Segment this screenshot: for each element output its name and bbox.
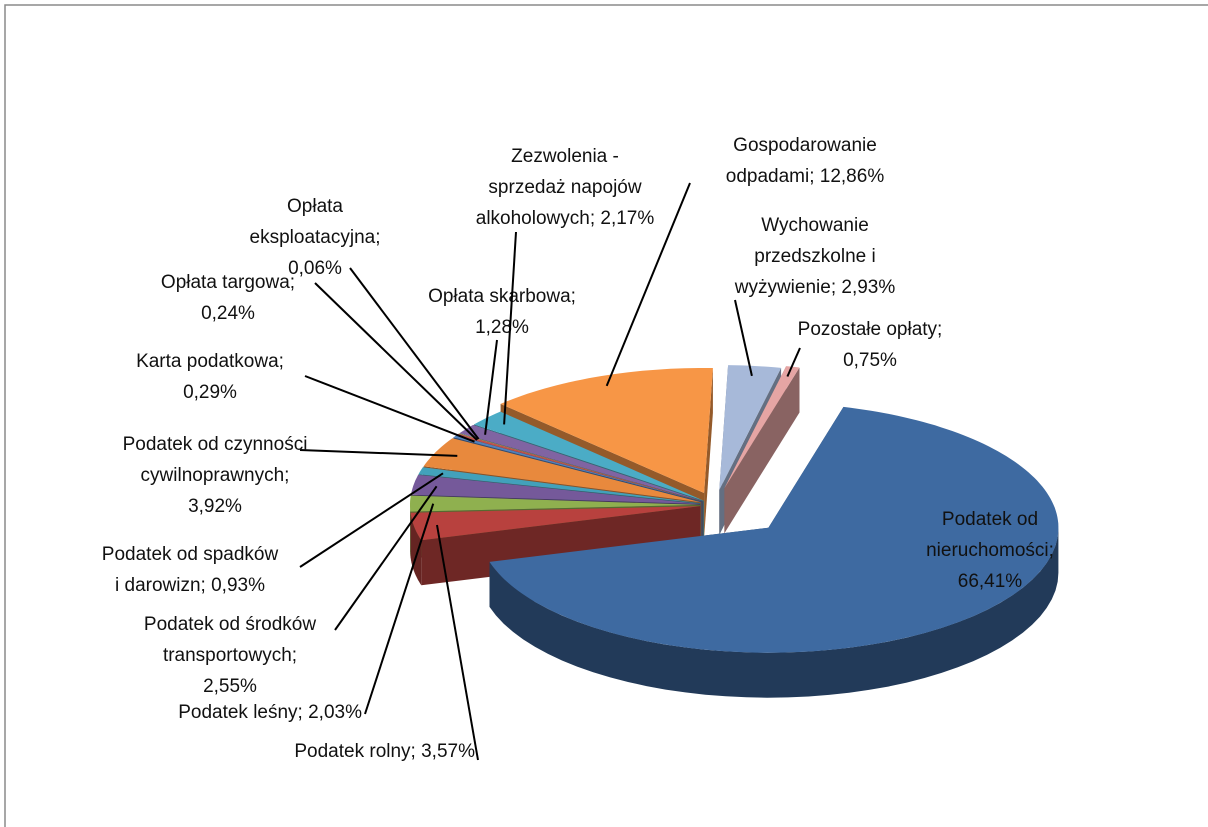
data-label: 0,06% [288, 258, 342, 279]
slice [418, 467, 701, 504]
leader-line [605, 182, 691, 387]
slice-side [724, 367, 800, 534]
data-label: i darowizn; 0,93% [115, 575, 265, 596]
data-label: Podatek od czynności [123, 434, 308, 455]
data-label: odpadami; 12,86% [726, 166, 885, 187]
slice [453, 435, 703, 502]
leader-line [484, 339, 498, 435]
leader-line [334, 485, 438, 631]
data-label: 0,75% [843, 350, 897, 371]
data-label: alkoholowych; 2,17% [476, 208, 655, 229]
slice [489, 406, 1059, 653]
data-label: transportowych; [163, 645, 297, 666]
data-label: wyżywienie; 2,93% [734, 277, 896, 298]
leader-line [299, 472, 444, 568]
data-label: Gospodarowanie [733, 135, 877, 156]
leader-line [786, 347, 801, 377]
slice [459, 424, 703, 502]
slice [456, 433, 703, 502]
data-label: Podatek od środków [144, 614, 316, 635]
data-label: Opłata [287, 196, 343, 217]
data-label: 0,24% [201, 303, 255, 324]
slice [724, 366, 800, 489]
data-label: Podatek od spadków [102, 544, 279, 565]
data-label: 0,29% [183, 382, 237, 403]
data-label: eksploatacyjna; [250, 227, 381, 248]
leader-line [436, 524, 479, 761]
data-label: Podatek leśny; 2,03% [178, 702, 362, 723]
leader-line [503, 231, 517, 425]
data-label: Wychowanie [761, 215, 869, 236]
slice-side [489, 527, 1059, 698]
data-label: sprzedaż napojów [488, 177, 641, 198]
slice [719, 365, 782, 490]
leader-line [304, 375, 475, 443]
leader-line [314, 282, 478, 441]
slice [410, 506, 701, 541]
data-label: 1,28% [475, 317, 529, 338]
data-label: cywilnoprawnych; [141, 465, 290, 486]
data-label: przedszkolne i [754, 246, 875, 267]
leader-line [349, 267, 480, 440]
leader-line [299, 449, 458, 457]
slice [458, 433, 703, 502]
data-label: 3,92% [188, 496, 242, 517]
slice [500, 368, 713, 493]
data-label: nieruchomości; [926, 540, 1054, 561]
data-label: Karta podatkowa; [136, 351, 284, 372]
data-label: Pozostałe opłaty; [798, 319, 943, 340]
slice [410, 495, 700, 512]
data-label: Podatek rolny; 3,57% [294, 741, 475, 762]
data-label: Zezwolenia - [511, 146, 619, 167]
data-label: 66,41% [958, 571, 1023, 592]
slice [474, 411, 704, 501]
data-label: Podatek od [942, 509, 1038, 530]
data-label: Opłata skarbowa; [428, 286, 576, 307]
slice-side [704, 368, 713, 538]
data-label: Opłata targowa; [161, 272, 295, 293]
slice [411, 474, 701, 504]
leader-line [364, 503, 435, 715]
data-label: 2,55% [203, 676, 257, 697]
slice [423, 438, 702, 503]
leader-line [734, 299, 753, 377]
